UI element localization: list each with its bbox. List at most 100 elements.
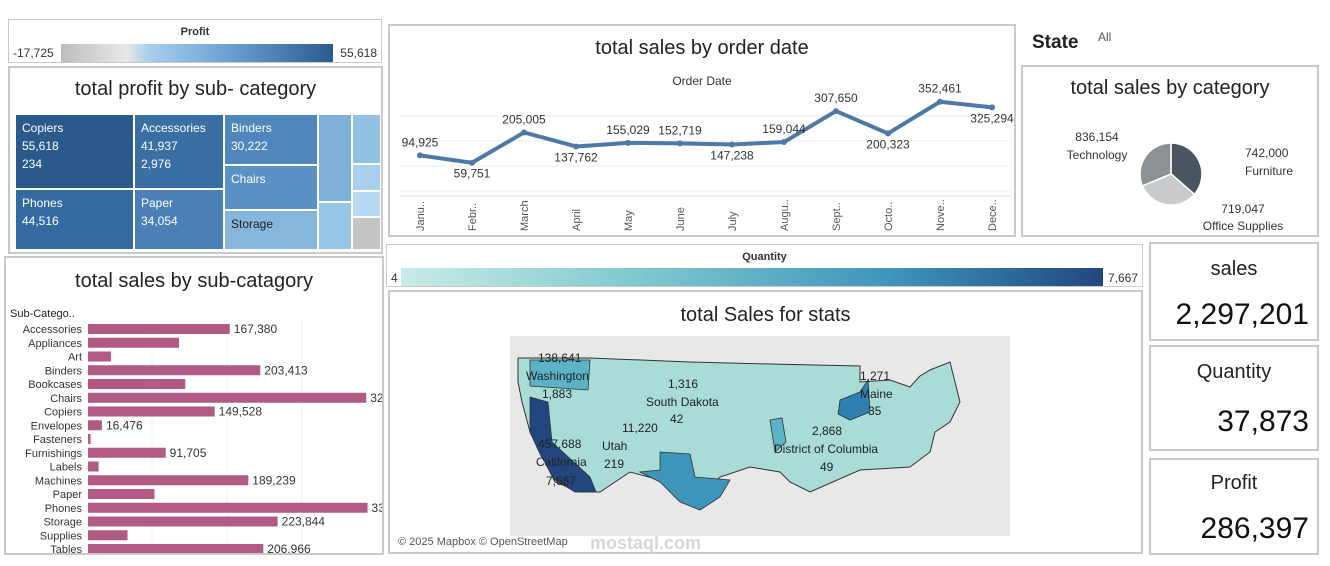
kpi-sales-label: sales <box>1210 258 1258 280</box>
bar-category-label: Envelopes <box>31 420 83 432</box>
bar <box>88 351 111 362</box>
pie-value-label: 719,047 <box>1221 202 1265 216</box>
line-data-label: 159,044 <box>762 122 806 136</box>
bar-category-label: Supplies <box>40 530 83 542</box>
bar <box>88 392 367 403</box>
pie-value-label: 836,154 <box>1075 130 1119 144</box>
bar <box>88 324 230 334</box>
treemap-cell[interactable]: Binders 30,222 <box>225 115 317 164</box>
x-tick-label: May <box>623 210 635 231</box>
line-point <box>417 152 423 159</box>
state-illinois <box>769 417 787 453</box>
treemap-cell[interactable] <box>353 115 380 163</box>
bar <box>88 516 278 527</box>
line-data-label: 147,238 <box>710 148 754 162</box>
line-data-label: 155,029 <box>606 123 650 137</box>
treemap-cell-label: 41,937 <box>141 139 178 153</box>
treemap-cell[interactable] <box>319 115 351 201</box>
kpi-card-quantity: Quantity 37,873 <box>1149 345 1319 451</box>
bar <box>88 420 102 431</box>
quantity-legend: Quantity 4 7,667 <box>386 244 1143 287</box>
map-panel: total Sales for stats 138,641 Washington 1… <box>388 290 1143 554</box>
x-tick-label: Nove.. <box>935 199 947 231</box>
treemap-cell[interactable]: Accessories 41,937 2,976 <box>135 115 223 188</box>
bar <box>88 489 155 499</box>
line-data-label: 152,719 <box>658 123 702 137</box>
bar-category-label: Storage <box>43 517 82 529</box>
bar <box>88 447 166 458</box>
kpi-quantity-value: 37,873 <box>1217 405 1309 438</box>
bar <box>88 530 128 541</box>
profit-legend-min: -17,725 <box>13 46 54 60</box>
bar-value-label: 189,239 <box>252 473 296 487</box>
quantity-color-ramp <box>401 268 1103 286</box>
bar <box>88 502 368 513</box>
map-state-label: 219 <box>604 457 624 471</box>
treemap-cell-label: 234 <box>22 157 43 171</box>
x-tick-label: Sept.. <box>831 202 843 231</box>
pie-title: total sales by category <box>1070 77 1270 99</box>
bar-category-label: Copiers <box>44 407 82 419</box>
treemap-title: total profit by sub- category <box>74 78 317 100</box>
line-data-label: 94,925 <box>402 135 439 149</box>
map-state-labels: 138,641 Washington 1,883 1,316 South Dakota 4… <box>526 351 893 488</box>
treemap-cell[interactable]: Phones 44,516 <box>16 190 133 249</box>
x-tick-label: Dece.. <box>987 199 999 231</box>
treemap-cell-label: 2,976 <box>141 157 172 171</box>
state-filter-value[interactable]: All <box>1098 30 1112 44</box>
pie-category-label: Furniture <box>1245 164 1293 178</box>
line-point <box>729 141 735 148</box>
pie-category-label: Office Supplies <box>1203 219 1284 233</box>
x-tick-label: Octo.. <box>883 202 895 231</box>
pie-value-label: 742,000 <box>1245 146 1289 160</box>
x-tick-label: March <box>519 200 531 231</box>
treemap-cell[interactable] <box>353 192 380 216</box>
bar-value-label: 149,528 <box>219 405 263 419</box>
map-state-label: California <box>536 455 587 469</box>
line-data-label: 325,294 <box>970 111 1014 125</box>
line-point <box>573 143 579 150</box>
line-data-label: 200,323 <box>866 137 910 151</box>
bar-value-label: 330,007 <box>372 501 382 515</box>
line-point <box>989 104 995 111</box>
line-point <box>469 159 475 166</box>
treemap-cell-label: Copiers <box>22 121 64 135</box>
treemap-cell-label: Paper <box>141 196 174 210</box>
treemap-cell-label: 44,516 <box>22 214 59 228</box>
line-data-label: 307,650 <box>814 91 858 105</box>
bar-category-label: Tables <box>50 544 82 553</box>
x-tick-label: Augu.. <box>779 199 791 231</box>
line-data-label: 352,461 <box>918 82 962 96</box>
map-state-label: 42 <box>670 412 684 426</box>
treemap-panel: total profit by sub- category Copiers 55,… <box>8 66 383 254</box>
state-california <box>529 396 597 493</box>
treemap-cell[interactable] <box>319 203 351 249</box>
line-point <box>521 129 527 136</box>
bar-value-label: 328,449 <box>370 391 382 405</box>
bar-category-label: Chairs <box>50 393 82 405</box>
bar <box>88 365 261 376</box>
line-point <box>937 98 943 105</box>
x-tick-label: Febr.. <box>467 203 479 231</box>
x-tick-label: June <box>675 207 687 231</box>
treemap-cell[interactable]: Storage <box>225 211 317 249</box>
treemap-cell-label: Binders <box>231 121 272 135</box>
treemap-cell[interactable]: Copiers 55,618 234 <box>16 115 133 188</box>
bar-category-label: Binders <box>45 365 83 377</box>
treemap-cell[interactable] <box>353 218 380 249</box>
map-state-label: South Dakota <box>646 395 719 409</box>
quantity-legend-title: Quantity <box>742 251 787 263</box>
line-data-label: 205,005 <box>502 112 546 126</box>
line-data-label: 59,751 <box>454 167 491 181</box>
bar-category-label: Paper <box>53 489 83 501</box>
pie-slice <box>1141 173 1196 206</box>
treemap-cell[interactable] <box>353 165 380 190</box>
map-state-label: 138,641 <box>538 351 582 365</box>
treemap-cell[interactable]: Chairs <box>225 166 317 209</box>
bar-category-label: Art <box>68 352 82 364</box>
us-sales-map[interactable]: 138,641 Washington 1,883 1,316 South Dakota 4… <box>390 292 1141 552</box>
treemap-cell[interactable]: Paper 34,054 <box>135 190 223 249</box>
map-state-label: 1,271 <box>860 369 890 383</box>
bar <box>88 544 264 553</box>
